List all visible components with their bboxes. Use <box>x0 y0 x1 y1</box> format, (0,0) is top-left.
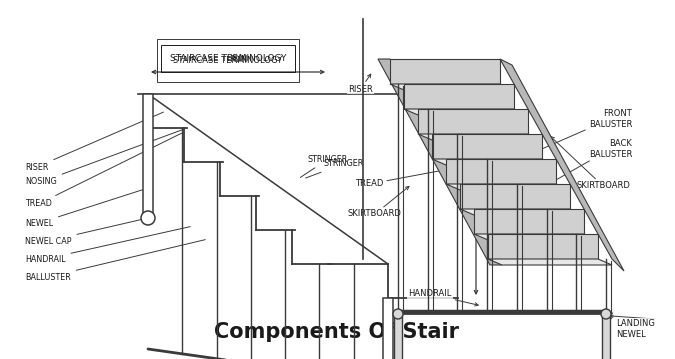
Text: BACK
BALUSTER: BACK BALUSTER <box>531 139 632 194</box>
Text: HANDRAIL: HANDRAIL <box>408 289 478 306</box>
Polygon shape <box>446 159 556 184</box>
Polygon shape <box>418 134 542 140</box>
Polygon shape <box>488 234 598 259</box>
Polygon shape <box>488 259 612 265</box>
Text: STARTING NEWEL: STARTING NEWEL <box>402 60 497 69</box>
Polygon shape <box>500 59 624 271</box>
Text: LANDING
NEWEL: LANDING NEWEL <box>610 316 655 339</box>
Text: NOSING: NOSING <box>0 358 1 359</box>
Bar <box>602 314 610 359</box>
Circle shape <box>141 211 155 225</box>
Text: Components Of Stair: Components Of Stair <box>215 322 460 342</box>
Text: STRINGER: STRINGER <box>300 154 348 177</box>
Text: NEWEL: NEWEL <box>0 358 1 359</box>
Bar <box>394 314 402 359</box>
Text: TREAD: TREAD <box>25 133 182 209</box>
Text: NEWEL CAP: NEWEL CAP <box>25 219 145 246</box>
Bar <box>383 298 393 359</box>
Polygon shape <box>446 184 570 190</box>
Circle shape <box>601 309 611 319</box>
Polygon shape <box>432 159 556 165</box>
Polygon shape <box>390 84 514 90</box>
Text: NEWEL CAP: NEWEL CAP <box>0 358 1 359</box>
Text: STAIRCASE TERMINOLOGY: STAIRCASE TERMINOLOGY <box>173 56 283 65</box>
Polygon shape <box>404 84 514 109</box>
Polygon shape <box>418 109 528 134</box>
Text: RISER: RISER <box>0 358 1 359</box>
Text: BALLUSTER: BALLUSTER <box>25 240 205 281</box>
Polygon shape <box>404 109 528 115</box>
Text: FRONT
BALUSTER: FRONT BALUSTER <box>495 109 632 170</box>
Text: SKIRTBOARD: SKIRTBOARD <box>348 186 409 219</box>
Text: RISER: RISER <box>348 74 373 93</box>
Text: STRINGER: STRINGER <box>306 159 363 178</box>
Polygon shape <box>460 209 584 215</box>
Text: STAIRCASE TERMINOLOGY: STAIRCASE TERMINOLOGY <box>170 54 286 63</box>
Text: TREAD: TREAD <box>0 358 1 359</box>
Text: RISE: RISE <box>483 187 492 205</box>
Text: BALLUSTER: BALLUSTER <box>0 358 1 359</box>
Text: HANDRAIL: HANDRAIL <box>0 358 1 359</box>
Text: TREAD: TREAD <box>355 162 483 188</box>
Text: NOSING: NOSING <box>25 129 184 186</box>
Circle shape <box>393 309 403 319</box>
Polygon shape <box>474 209 584 234</box>
Bar <box>143 94 153 213</box>
Polygon shape <box>390 59 500 84</box>
Polygon shape <box>432 134 542 159</box>
Text: HANDRAIL: HANDRAIL <box>25 227 190 264</box>
Text: NEWEL: NEWEL <box>25 189 145 228</box>
Text: RISER: RISER <box>25 112 163 172</box>
Polygon shape <box>378 59 502 265</box>
Text: SKIRTBOARD: SKIRTBOARD <box>551 137 630 191</box>
Polygon shape <box>460 184 570 209</box>
Text: RUN: RUN <box>229 55 247 64</box>
Polygon shape <box>474 234 598 240</box>
